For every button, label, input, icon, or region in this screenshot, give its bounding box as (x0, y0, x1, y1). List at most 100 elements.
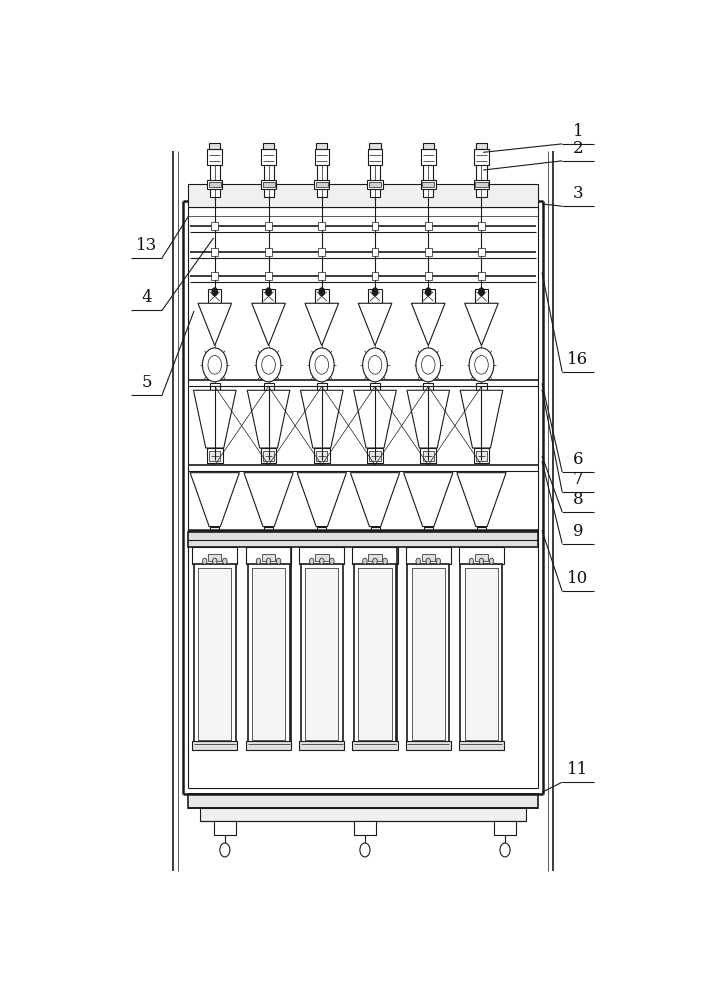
Bar (189, 794, 537, 808)
Bar (354, 821, 376, 835)
Bar (318, 272, 325, 280)
Bar (317, 383, 327, 399)
Circle shape (416, 558, 420, 564)
Circle shape (373, 558, 377, 564)
Text: 13: 13 (136, 237, 157, 254)
Polygon shape (190, 473, 239, 527)
Bar (246, 741, 291, 750)
Bar (265, 248, 272, 256)
Bar (208, 180, 223, 189)
Bar (369, 143, 380, 149)
Circle shape (213, 558, 217, 564)
Bar (263, 151, 273, 197)
Bar (305, 568, 338, 740)
Circle shape (422, 356, 435, 374)
Bar (406, 741, 451, 750)
Bar (359, 568, 392, 740)
Polygon shape (244, 473, 294, 527)
Text: 10: 10 (568, 570, 589, 587)
Circle shape (202, 348, 227, 382)
Circle shape (500, 843, 510, 857)
Bar (261, 149, 276, 165)
Bar (210, 383, 220, 399)
Bar (420, 448, 436, 463)
Bar (318, 399, 325, 406)
Circle shape (220, 843, 230, 857)
Bar (261, 180, 276, 189)
Bar (318, 248, 325, 256)
Circle shape (330, 558, 334, 564)
Bar (210, 527, 219, 536)
Bar (262, 182, 275, 187)
Bar (352, 547, 398, 564)
Bar (214, 821, 236, 835)
Circle shape (319, 288, 325, 296)
Bar (425, 272, 432, 280)
Bar (422, 554, 435, 561)
Bar (407, 564, 449, 744)
Bar (265, 272, 272, 280)
Bar (317, 527, 326, 536)
Bar (406, 547, 451, 564)
Bar (368, 149, 382, 165)
Bar (194, 564, 236, 744)
Bar (314, 448, 330, 463)
Bar (189, 532, 537, 547)
Polygon shape (351, 473, 400, 527)
Circle shape (262, 356, 275, 374)
Circle shape (416, 348, 440, 382)
Bar (422, 182, 435, 187)
Polygon shape (358, 303, 392, 346)
Bar (200, 808, 526, 821)
Bar (262, 554, 275, 561)
Circle shape (436, 558, 440, 564)
Bar (478, 399, 485, 406)
Polygon shape (301, 390, 343, 448)
Circle shape (469, 348, 494, 382)
Bar (368, 554, 382, 561)
Bar (211, 399, 218, 406)
Polygon shape (354, 390, 396, 448)
Bar (316, 143, 328, 149)
Bar (474, 149, 489, 165)
Circle shape (208, 356, 221, 374)
Bar (315, 554, 328, 561)
Circle shape (202, 558, 207, 564)
Bar (476, 151, 487, 197)
Circle shape (276, 558, 281, 564)
Text: 7: 7 (573, 471, 583, 488)
Polygon shape (247, 390, 290, 448)
Circle shape (372, 288, 378, 296)
Bar (315, 289, 328, 303)
Text: 2: 2 (573, 140, 583, 157)
Bar (354, 564, 396, 744)
Polygon shape (194, 390, 236, 448)
Polygon shape (461, 390, 502, 448)
Bar (423, 143, 434, 149)
Circle shape (383, 558, 388, 564)
Bar (265, 222, 272, 230)
Circle shape (368, 356, 382, 374)
Polygon shape (252, 303, 286, 346)
Circle shape (266, 288, 271, 296)
Circle shape (309, 348, 334, 382)
Text: 16: 16 (568, 351, 589, 368)
Circle shape (363, 558, 367, 564)
Circle shape (315, 356, 328, 374)
Bar (476, 143, 487, 149)
Bar (474, 180, 489, 189)
Bar (423, 151, 433, 197)
Circle shape (256, 348, 281, 382)
Bar (476, 182, 487, 187)
Bar (475, 554, 488, 561)
Bar (494, 821, 516, 835)
Bar (189, 184, 537, 207)
Bar (478, 248, 485, 256)
Text: 11: 11 (568, 761, 589, 778)
Bar (478, 272, 485, 280)
Bar (476, 383, 487, 399)
Bar (210, 151, 220, 197)
Bar (208, 149, 222, 165)
Polygon shape (407, 390, 450, 448)
Bar (265, 399, 273, 406)
